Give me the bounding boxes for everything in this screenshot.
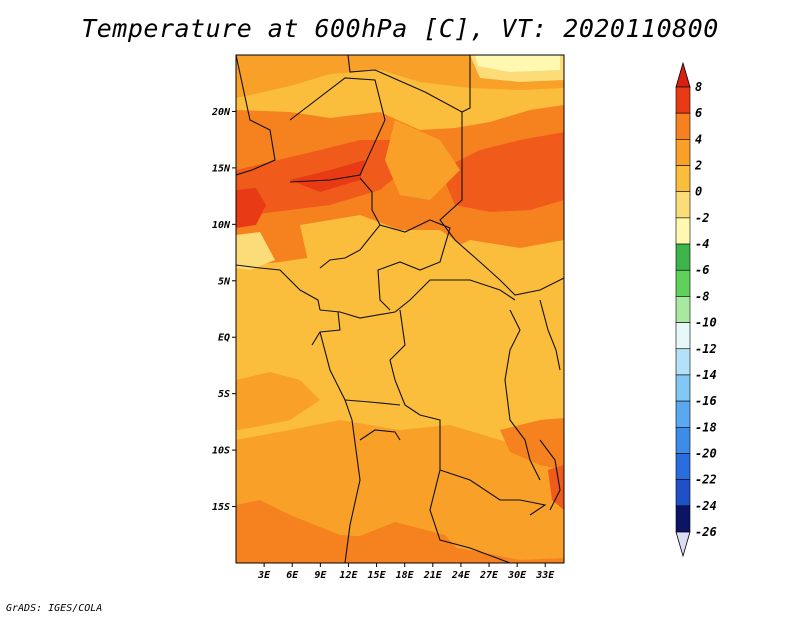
colorbar-swatch bbox=[675, 296, 691, 323]
map-title: Temperature at 600hPa [C], VT: 202011080… bbox=[81, 14, 719, 43]
colorbar-swatch bbox=[675, 269, 691, 297]
lon-tick-label: 6E bbox=[286, 570, 299, 581]
colorbar-label: 8 bbox=[695, 80, 702, 94]
colorbar-label: -10 bbox=[695, 316, 717, 330]
colorbar-label: -6 bbox=[695, 263, 709, 277]
colorbar-swatch bbox=[675, 348, 691, 376]
colorbar-swatch bbox=[675, 191, 691, 219]
colorbar-swatch bbox=[675, 243, 691, 271]
colorbar-swatch bbox=[675, 86, 691, 114]
colorbar-label: -16 bbox=[695, 394, 717, 408]
colorbar-label: -8 bbox=[695, 289, 709, 303]
lat-tick-label: EQ bbox=[218, 333, 230, 344]
colorbar-top-arrow bbox=[675, 61, 691, 88]
lon-tick-label: 15E bbox=[368, 570, 387, 581]
colorbar-label: 2 bbox=[694, 159, 702, 173]
lat-tick-label: 20N bbox=[211, 107, 231, 118]
lon-tick-label: 3E bbox=[257, 570, 271, 581]
colorbar: 8 6 4 2 0 -2 -4 -6 -8 -10 -12 -14 -16 -18 -20 -22 -24 -26 bbox=[675, 61, 717, 558]
country-borders bbox=[236, 55, 564, 563]
colorbar-swatch bbox=[675, 479, 691, 507]
lon-tick-label: 18E bbox=[396, 570, 415, 581]
colorbar-swatch bbox=[675, 505, 691, 533]
lat-tick-label: 15S bbox=[212, 502, 230, 513]
colorbar-label: -4 bbox=[695, 237, 709, 251]
colorbar-label: -2 bbox=[695, 211, 709, 225]
colorbar-label: 6 bbox=[695, 106, 702, 120]
colorbar-label: -12 bbox=[695, 342, 717, 356]
credit-label: GrADS: IGES/COLA bbox=[6, 603, 103, 614]
colorbar-swatch bbox=[675, 139, 691, 166]
lat-tick-label: 15N bbox=[212, 163, 231, 174]
colorbar-swatch bbox=[675, 322, 691, 350]
lat-tick-label: 5N bbox=[218, 276, 231, 287]
colorbar-swatch bbox=[675, 374, 691, 402]
lat-tick-label: 10S bbox=[212, 446, 230, 457]
colorbar-label: 0 bbox=[695, 185, 702, 199]
colorbar-swatch bbox=[675, 217, 691, 245]
colorbar-label: -24 bbox=[695, 499, 717, 513]
colorbar-label: -26 bbox=[695, 525, 717, 539]
colorbar-label: -22 bbox=[695, 473, 717, 487]
colorbar-label: 4 bbox=[695, 132, 702, 146]
colorbar-swatch bbox=[675, 165, 691, 193]
colorbar-bottom-arrow bbox=[675, 531, 691, 558]
lon-tick-label: 12E bbox=[339, 570, 358, 581]
lon-tick-label: 9E bbox=[314, 570, 327, 581]
colorbar-swatch bbox=[675, 453, 691, 480]
latitude-axis: 20N 15N 10N 5N EQ 5S 10S 15S bbox=[211, 107, 236, 513]
lon-tick-label: 27E bbox=[479, 570, 499, 581]
lon-tick-label: 21E bbox=[423, 570, 443, 581]
colorbar-swatch bbox=[675, 400, 691, 428]
lon-tick-label: 30E bbox=[507, 570, 527, 581]
longitude-axis: 3E 6E 9E 12E 15E 18E 21E 24E 27E 30E 33E bbox=[257, 563, 555, 581]
colorbar-swatch bbox=[675, 112, 691, 140]
colorbar-label: -14 bbox=[695, 368, 717, 382]
lat-tick-label: 10N bbox=[212, 220, 231, 231]
lon-tick-label: 33E bbox=[535, 570, 555, 581]
map-frame bbox=[235, 54, 565, 564]
temperature-field bbox=[236, 55, 564, 563]
lat-tick-label: 5S bbox=[218, 389, 230, 400]
colorbar-label: -20 bbox=[695, 446, 717, 460]
colorbar-swatch bbox=[675, 426, 691, 454]
colorbar-label: -18 bbox=[695, 420, 717, 434]
lon-tick-label: 24E bbox=[451, 570, 471, 581]
